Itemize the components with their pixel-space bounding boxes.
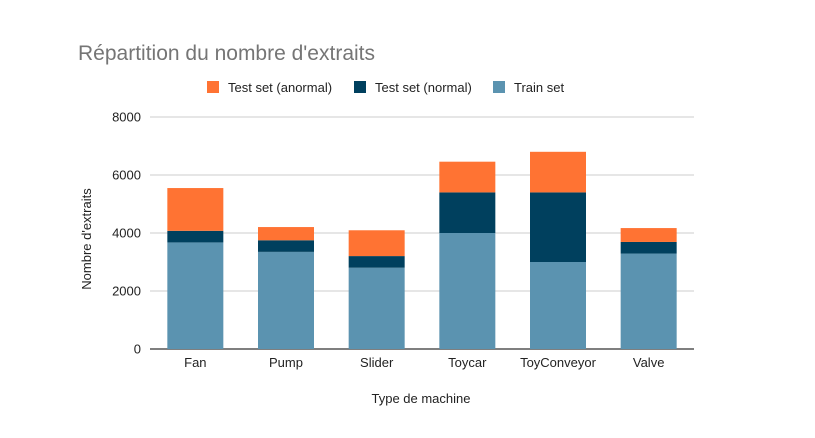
bar-toyconveyor-test-set-anormal [530, 151, 586, 193]
x-tick-label: Slider [360, 355, 394, 370]
x-axis-label: Type de machine [371, 391, 470, 406]
legend-label-test-set-anormal: Test set (anormal) [228, 80, 332, 95]
bar-pump-train-set [258, 251, 314, 349]
y-tick-label: 0 [134, 342, 141, 357]
legend-swatch-test-set-normal [354, 81, 366, 93]
bars [167, 151, 677, 349]
bar-valve-train-set [620, 253, 677, 349]
legend-label-train-set: Train set [514, 80, 564, 95]
bar-toyconveyor-train-set [530, 262, 586, 349]
y-axis-ticks: 0 2000 4000 6000 8000 [112, 110, 141, 357]
legend-swatch-train-set [493, 81, 505, 93]
x-tick-label: ToyConveyor [520, 355, 597, 370]
y-axis-label: Nombre d'extraits [79, 188, 94, 290]
bar-valve-test-set-normal [620, 241, 677, 254]
bar-slider-test-set-normal [348, 256, 405, 268]
chart-title: Répartition du nombre d'extraits [78, 42, 375, 65]
x-axis-ticks: Fan Pump Slider Toycar ToyConveyor Valve [184, 355, 664, 370]
bar-pump-test-set-normal [258, 240, 314, 252]
y-tick-label: 6000 [112, 168, 141, 183]
x-tick-label: Valve [633, 355, 665, 370]
legend-label-test-set-normal: Test set (normal) [375, 80, 472, 95]
bar-toycar-test-set-normal [439, 192, 496, 233]
x-tick-label: Fan [184, 355, 206, 370]
bar-toycar-test-set-anormal [439, 161, 496, 193]
bar-fan-test-set-normal [167, 230, 224, 243]
y-tick-label: 4000 [112, 226, 141, 241]
bar-valve-test-set-anormal [620, 228, 677, 242]
gridlines [150, 116, 694, 350]
y-tick-label: 8000 [112, 110, 141, 125]
bar-fan-train-set [167, 242, 224, 349]
x-tick-label: Pump [269, 355, 303, 370]
y-tick-label: 2000 [112, 284, 141, 299]
bar-slider-train-set [348, 267, 405, 349]
bar-pump-test-set-anormal [258, 227, 314, 241]
x-tick-label: Toycar [448, 355, 487, 370]
bar-fan-test-set-anormal [167, 188, 224, 231]
bar-slider-test-set-anormal [348, 230, 405, 257]
bar-toycar-train-set [439, 233, 496, 349]
legend: Test set (anormal) Test set (normal) Train… [207, 80, 564, 95]
bar-toyconveyor-test-set-normal [530, 192, 586, 262]
legend-swatch-test-set-anormal [207, 81, 219, 93]
